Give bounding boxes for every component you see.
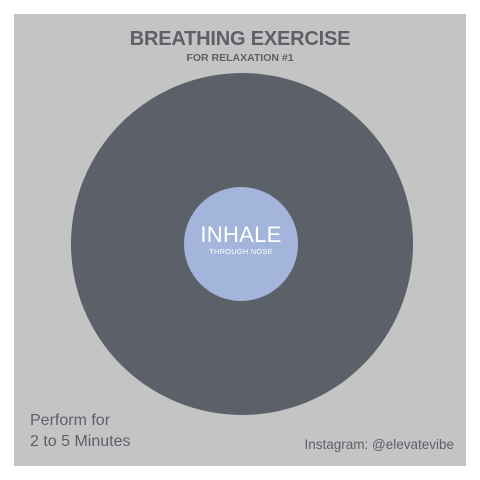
breath-action-label: INHALE xyxy=(200,222,282,247)
duration-note: Perform for 2 to 5 Minutes xyxy=(30,410,131,452)
social-handle: Instagram: @elevatevibe xyxy=(304,437,454,452)
duration-note-line-1: Perform for xyxy=(30,412,111,429)
breathing-card: BREATHING EXERCISE FOR RELAXATION #1 INH… xyxy=(14,14,466,466)
breath-instruction-label: THROUGH NOSE xyxy=(209,247,273,256)
inner-breathing-circle xyxy=(184,187,298,301)
page-title: BREATHING EXERCISE xyxy=(129,28,351,50)
duration-note-line-2: 2 to 5 Minutes xyxy=(30,433,131,450)
page-subtitle: FOR RELAXATION #1 xyxy=(186,52,294,64)
